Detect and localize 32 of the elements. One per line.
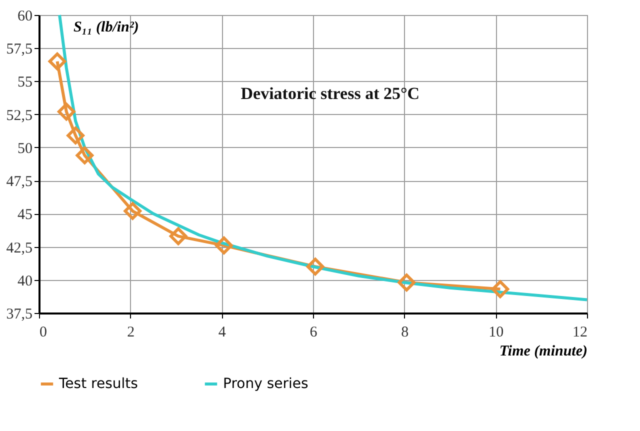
y-tick-label: 40 <box>18 273 32 290</box>
point <box>398 274 416 292</box>
point <box>76 146 94 164</box>
y-tick-label: 52,5 <box>6 108 32 124</box>
x-tick-label: 2 <box>127 324 135 340</box>
y-tick-label: 57,5 <box>6 42 32 58</box>
legend-label: Prony series <box>223 376 308 392</box>
point <box>124 202 142 220</box>
y-tick-label: 42,5 <box>6 240 32 256</box>
x-tick-label: 8 <box>401 324 409 340</box>
y-tick-label: 55 <box>18 74 32 91</box>
legend-label: Test results <box>58 376 138 392</box>
point <box>169 227 188 246</box>
y-tick-label: 37,5 <box>6 306 32 322</box>
y-axis-title: S₁₁ (lb/in²) <box>74 20 139 36</box>
y-tick-label: 50 <box>18 140 32 157</box>
x-tick-label: 12 <box>572 324 588 340</box>
point <box>48 52 66 70</box>
point <box>215 236 233 254</box>
y-tick-label: 45 <box>18 207 32 224</box>
point <box>306 258 324 276</box>
y-tick-label: 47,5 <box>6 174 32 190</box>
x-tick-label: 0 <box>40 324 47 340</box>
point <box>491 280 510 298</box>
y-tick-label: 60 <box>18 8 32 24</box>
text: Deviatoric stress at 25°C <box>240 84 420 103</box>
x-tick-label: 4 <box>218 324 226 340</box>
point <box>57 102 76 121</box>
x-tick-label: 10 <box>488 324 504 340</box>
point <box>66 126 84 144</box>
x-tick-label: 6 <box>310 324 318 340</box>
x-axis-title: Time (minute) <box>499 344 588 360</box>
